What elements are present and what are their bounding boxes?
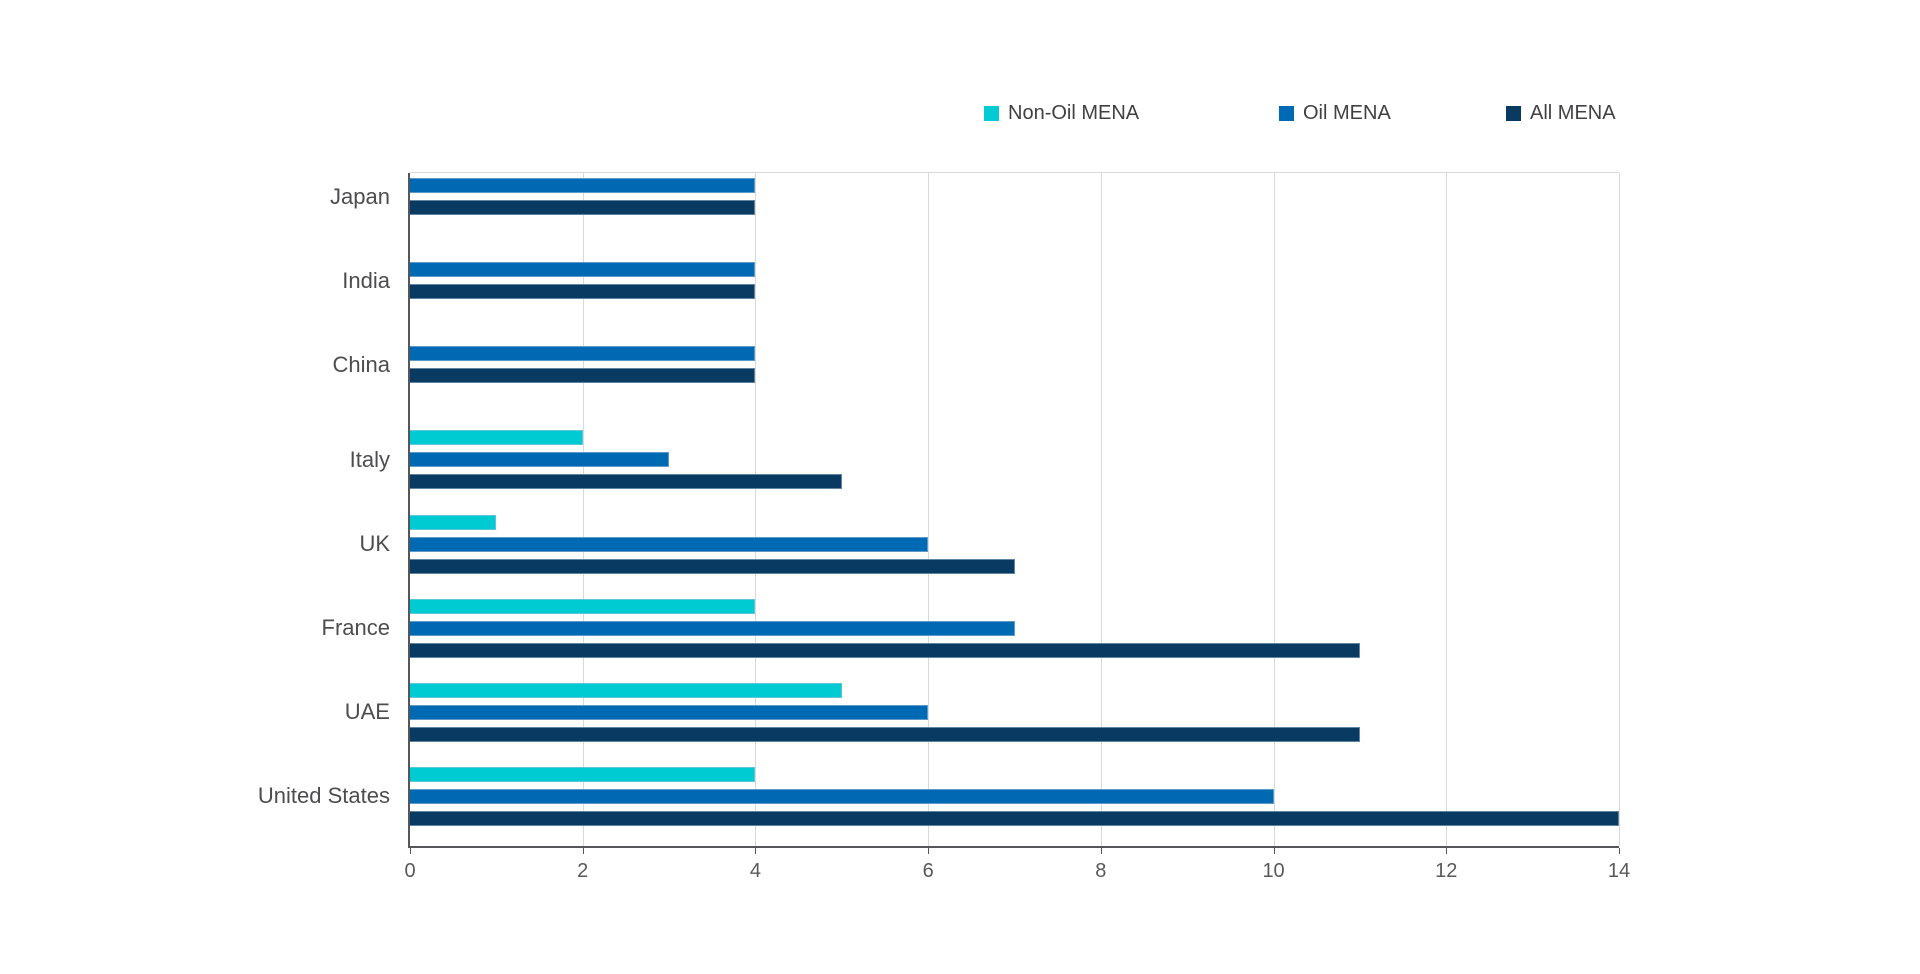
- bar-group: [410, 257, 1619, 300]
- bar-non-oil-mena-italy: [410, 430, 583, 446]
- bar-oil-mena-france: [410, 620, 1015, 636]
- legend-item-non-oil-mena[interactable]: Non-Oil MENA: [984, 98, 1139, 128]
- bar-all-mena-japan: [410, 200, 756, 215]
- bar-group: [410, 594, 1619, 658]
- bar-all-mena-india: [410, 284, 756, 300]
- category-band-united-states: United States: [258, 762, 1619, 846]
- category-label-china: China: [332, 351, 390, 377]
- x-axis-tick-14: [1619, 848, 1620, 854]
- x-tick-label-6: 6: [922, 860, 934, 882]
- bar-all-mena-uae: [410, 726, 1360, 742]
- y-axis-line: [408, 173, 410, 846]
- category-label-japan: Japan: [330, 183, 390, 209]
- x-axis-tick-0: [410, 848, 411, 854]
- bar-oil-mena-china: [410, 346, 756, 362]
- gridline-4: [755, 173, 757, 846]
- bar-non-oil-mena-united-states: [410, 766, 756, 782]
- category-band-india: India: [342, 257, 1619, 341]
- legend-label: Oil MENA: [1303, 101, 1391, 124]
- bar-non-oil-mena-uae: [410, 682, 842, 698]
- bar-all-mena-italy: [410, 474, 842, 490]
- x-tick-label-0: 0: [404, 860, 416, 882]
- bar-group: [410, 510, 1619, 574]
- bar-non-oil-mena-france: [410, 598, 756, 614]
- x-tick-label-14: 14: [1607, 860, 1631, 882]
- category-band-france: France: [322, 594, 1619, 678]
- x-tick-label-2: 2: [577, 860, 589, 882]
- legend-swatch-non-oil-mena: [984, 105, 999, 121]
- gridline-10: [1273, 173, 1275, 846]
- category-band-china: China: [333, 341, 1619, 425]
- gridline-6: [928, 173, 930, 846]
- legend-item-oil-mena[interactable]: Oil MENA: [1279, 98, 1391, 128]
- category-label-italy: Italy: [349, 446, 390, 472]
- x-tick-label-12: 12: [1435, 860, 1458, 882]
- bar-non-oil-mena-uk: [410, 514, 497, 530]
- bar-all-mena-uk: [410, 558, 1015, 574]
- legend-swatch-oil-mena: [1279, 105, 1294, 121]
- x-axis-line: [408, 846, 1619, 848]
- category-label-uk: UK: [359, 531, 390, 556]
- legend-label: Non-Oil MENA: [1008, 101, 1140, 124]
- x-tick-label-4: 4: [749, 860, 761, 882]
- category-label-united-states: United States: [257, 783, 390, 809]
- x-axis-tick-4: [755, 848, 757, 854]
- category-band-italy: Italy: [350, 425, 1619, 509]
- legend-item-all-mena[interactable]: All MENA: [1506, 98, 1616, 128]
- bar-group: [410, 678, 1619, 742]
- category-band-uae: UAE: [345, 678, 1619, 762]
- x-tick-label-10: 10: [1262, 860, 1285, 882]
- legend: Non-Oil MENA Oil MENA All MENA: [0, 98, 1920, 128]
- bar-all-mena-china: [410, 368, 756, 384]
- bar-group: [410, 762, 1619, 826]
- legend-label: All MENA: [1530, 101, 1616, 124]
- bar-oil-mena-uk: [410, 536, 929, 552]
- x-axis-tick-6: [928, 848, 930, 854]
- bar-group: [410, 341, 1619, 384]
- gridline-2: [582, 173, 584, 846]
- bar-all-mena-united-states: [410, 810, 1619, 826]
- x-axis-tick-8: [1100, 848, 1102, 854]
- bar-group: [410, 173, 1619, 215]
- bar-oil-mena-united-states: [410, 788, 1274, 804]
- bar-oil-mena-japan: [410, 178, 756, 193]
- gridline-12: [1446, 173, 1448, 846]
- plot-area: Japan India China Italy UK France UAE United St…: [258, 172, 1630, 882]
- bar-oil-mena-italy: [410, 452, 670, 468]
- category-label-france: France: [321, 615, 390, 641]
- x-axis-tick-2: [582, 848, 584, 854]
- bar-oil-mena-uae: [410, 704, 929, 720]
- legend-swatch-all-mena: [1506, 105, 1521, 121]
- bar-all-mena-france: [410, 642, 1360, 658]
- category-band-japan: Japan: [330, 173, 1619, 257]
- bar-oil-mena-india: [410, 262, 756, 278]
- category-band-uk: UK: [359, 510, 1619, 594]
- x-axis-tick-10: [1273, 848, 1275, 854]
- category-label-uae: UAE: [344, 699, 390, 725]
- gridline-8: [1100, 173, 1102, 846]
- category-label-india: India: [342, 267, 390, 293]
- x-axis-tick-12: [1446, 848, 1448, 854]
- gridline-14: [1619, 173, 1620, 846]
- bar-group: [410, 425, 1619, 490]
- x-tick-label-8: 8: [1095, 860, 1107, 882]
